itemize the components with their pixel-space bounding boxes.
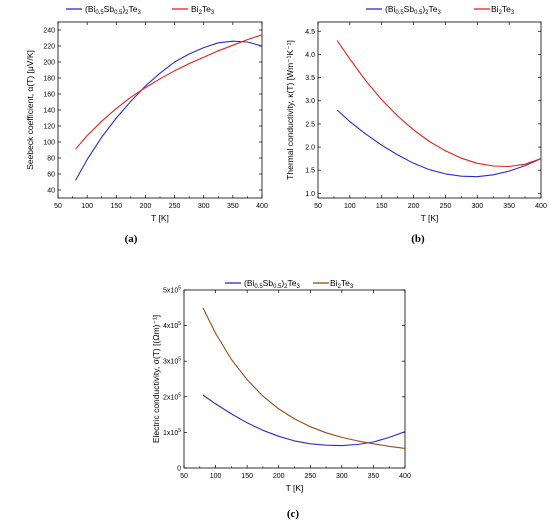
- y-tick-label: 160: [43, 92, 55, 99]
- y-tick-label: 80: [47, 156, 55, 163]
- y-tick-label: 220: [43, 44, 55, 51]
- x-tick-label: 350: [503, 203, 515, 210]
- y-tick-label: 2.5: [305, 121, 315, 128]
- chart-panel-3: 50 100 150 200 250 300 350 400 0 1x105 2x105 3x105 4…: [151, 278, 411, 520]
- y-tick-label: 4x105: [163, 321, 181, 330]
- x-axis-label: T [K]: [151, 213, 169, 223]
- y-tick-label: 140: [43, 108, 55, 115]
- panel-label: (b): [411, 233, 425, 245]
- legend-label-1: (Bi0.5Sb0.5)2Te3: [244, 278, 300, 290]
- x-tick-label: 300: [336, 473, 348, 480]
- legend-label-1: (Bi0.5Sb0.5)2Te3: [85, 4, 141, 16]
- y-axis-label: Seebeck coefficient, α(T) [μV/K]: [25, 50, 35, 170]
- y-tick-label: 4.0: [305, 52, 315, 59]
- series-line-2: [75, 34, 263, 150]
- series-line-1: [75, 40, 263, 181]
- x-tick-label: 400: [256, 203, 268, 210]
- x-tick-label: 150: [241, 473, 253, 480]
- chart-panel-1: 50 100 150 200 250 300 350 400 40 60 80 100 120 140 16…: [25, 4, 268, 245]
- series-line-1: [202, 394, 406, 447]
- y-tick-label: 3.5: [305, 75, 315, 82]
- y-tick-label: 1x105: [163, 428, 181, 437]
- y-tick-label: 180: [43, 76, 55, 83]
- y-tick-label: 60: [47, 172, 55, 179]
- y-tick-label: 5x105: [163, 286, 181, 295]
- series-line-2: [336, 40, 542, 168]
- panel-label: (a): [125, 233, 138, 245]
- legend-label-2: Bi2Te3: [330, 278, 354, 290]
- x-tick-label: 300: [198, 203, 210, 210]
- series-line-2: [202, 307, 406, 449]
- y-tick-label: 240: [43, 28, 55, 35]
- y-tick-label: 4.5: [305, 29, 315, 36]
- x-tick-label: 100: [210, 473, 222, 480]
- y-tick-label: 3.0: [305, 98, 315, 105]
- legend-label-1: (Bi0.5Sb0.5)2Te3: [385, 4, 441, 16]
- series-line-1: [336, 109, 542, 178]
- x-tick-label: 300: [471, 203, 483, 210]
- x-tick-label: 400: [535, 203, 547, 210]
- x-tick-label: 50: [54, 203, 62, 210]
- y-axis-label: Thermal conductivity, κ(T) [Wm⁻¹K⁻¹]: [285, 40, 295, 180]
- x-tick-label: 100: [81, 203, 93, 210]
- x-tick-label: 50: [314, 203, 322, 210]
- y-tick-label: 200: [43, 60, 55, 67]
- y-tick-label: 1.5: [305, 168, 315, 175]
- y-tick-label: 1.0: [305, 191, 315, 198]
- x-tick-label: 150: [110, 203, 122, 210]
- y-tick-label: 2.0: [305, 145, 315, 152]
- x-tick-label: 200: [273, 473, 285, 480]
- y-tick-label: 120: [43, 124, 55, 131]
- x-tick-label: 200: [408, 203, 420, 210]
- x-tick-label: 250: [304, 473, 316, 480]
- x-tick-label: 100: [344, 203, 356, 210]
- y-tick-label: 40: [47, 188, 55, 195]
- x-tick-label: 250: [169, 203, 181, 210]
- plot-area-frame: [57, 21, 263, 199]
- chart-panel-2: 50 100 150 200 250 300 350 400 1.0 1.5 2.0 2.5 3.0 3.…: [285, 4, 547, 245]
- x-tick-label: 350: [227, 203, 239, 210]
- x-tick-label: 200: [140, 203, 152, 210]
- y-tick-label: 3x105: [163, 357, 181, 366]
- y-tick-label: 2x105: [163, 392, 181, 401]
- x-axis-label: T [K]: [286, 483, 304, 493]
- legend-label-2: Bi2Te3: [491, 4, 515, 16]
- y-axis-label: Electric conductivity, σ(T) [(Ωm)⁻¹]: [151, 315, 161, 443]
- x-tick-label: 50: [180, 473, 188, 480]
- x-axis-label: T [K]: [421, 213, 439, 223]
- legend-label-2: Bi2Te3: [191, 4, 215, 16]
- x-tick-label: 400: [399, 473, 411, 480]
- y-tick-label: 0: [177, 466, 181, 473]
- y-tick-label: 100: [43, 140, 55, 147]
- x-tick-label: 150: [376, 203, 388, 210]
- x-tick-label: 250: [440, 203, 452, 210]
- x-tick-label: 350: [368, 473, 380, 480]
- panel-label: (c): [287, 508, 300, 520]
